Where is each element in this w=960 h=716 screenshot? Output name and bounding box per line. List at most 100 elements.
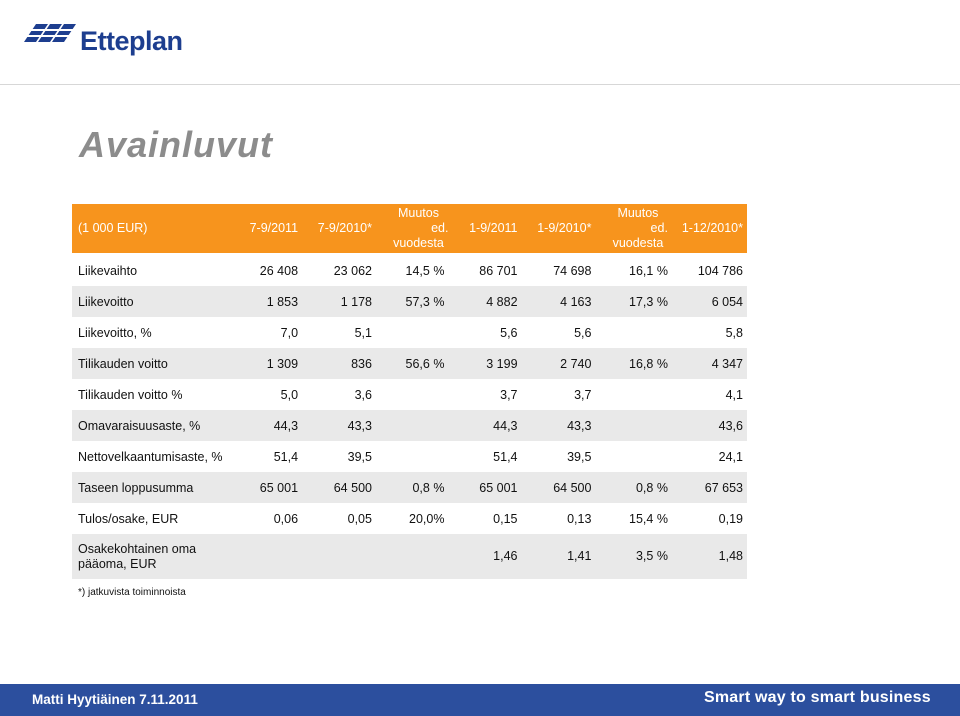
cell-value: 5,0 — [280, 387, 299, 402]
table-row: Tilikauden voitto 1 309 836 56,6 % 3 199… — [72, 348, 747, 379]
slogan: Smart way to smart business — [704, 689, 931, 706]
table-header-row: (1 000 EUR) 7-9/2011 7-9/2010* Muutos ed.… — [72, 204, 747, 253]
row-label: Omavaraisuusaste, % — [72, 410, 229, 441]
cell-value: 7,0 — [280, 325, 299, 340]
cell-value: 5,6 — [500, 325, 518, 340]
cell-value: 4,1 — [725, 387, 743, 402]
cell-value: 16,8 % — [595, 348, 672, 379]
table-row: Omavaraisuusaste, % 44,3 43,3 44,3 43,3 … — [72, 410, 747, 441]
cell-value: 43,3 — [302, 410, 376, 441]
cell-value: 44,3 — [228, 410, 303, 441]
cell-value — [595, 317, 671, 348]
header-cell-change-9m: Muutos ed. vuodesta — [595, 204, 672, 253]
cell-value — [302, 534, 376, 579]
cell-value: 1 853 — [228, 286, 303, 317]
page-title: Avainluvut — [79, 124, 274, 165]
cell-value: 1,41 — [521, 534, 596, 579]
cell-value: 4 347 — [671, 348, 747, 379]
row-label: Liikevoitto, % — [78, 325, 152, 340]
row-label: Tilikauden voitto % — [78, 387, 183, 402]
cell-value: 104 786 — [697, 263, 743, 278]
cell-value: 2 740 — [521, 348, 596, 379]
cell-value — [595, 441, 671, 472]
cell-value: 6 054 — [671, 286, 747, 317]
header-cell-9m-2010: 1-9/2010* — [521, 204, 596, 253]
cell-value: 3,7 — [574, 387, 592, 402]
cell-value: 0,06 — [273, 511, 299, 526]
footer-bar — [0, 684, 960, 716]
header-bar: Etteplan — [0, 0, 960, 85]
cell-value: 64 500 — [521, 472, 596, 503]
cell-value: 0,15 — [493, 511, 518, 526]
cell-value: 15,4 % — [629, 511, 668, 526]
etteplan-logo-icon — [24, 24, 76, 42]
key-figures-table: (1 000 EUR) 7-9/2011 7-9/2010* Muutos ed.… — [72, 204, 747, 579]
cell-value: 3,6 — [354, 387, 372, 402]
cell-value: 0,13 — [567, 511, 592, 526]
cell-value: 0,19 — [718, 511, 743, 526]
table-row: Liikevaihto 26 408 23 062 14,5 % 86 701 … — [72, 255, 747, 286]
cell-value — [595, 379, 671, 410]
cell-value: 836 — [302, 348, 376, 379]
table-row: Nettovelkaantumisaste, % 51,4 39,5 51,4 … — [72, 441, 747, 472]
cell-value: 5,8 — [725, 325, 743, 340]
cell-value: 20,0% — [409, 511, 445, 526]
row-label: Liikevoitto — [72, 286, 229, 317]
table-row: Tilikauden voitto % 5,0 3,6 3,7 3,7 4,1 — [72, 379, 747, 410]
row-label: Tulos/osake, EUR — [78, 511, 179, 526]
cell-value: 51,4 — [273, 449, 299, 464]
cell-value: 43,6 — [671, 410, 747, 441]
cell-value: 16,1 % — [629, 263, 668, 278]
cell-value: 23 062 — [333, 263, 372, 278]
header-cell-q3-2011: 7-9/2011 — [228, 204, 303, 253]
row-label: Tilikauden voitto — [72, 348, 229, 379]
cell-value: 5,1 — [354, 325, 372, 340]
cell-value: 5,6 — [574, 325, 592, 340]
table-row: Taseen loppusumma 65 001 64 500 0,8 % 65… — [72, 472, 747, 503]
cell-value — [375, 410, 449, 441]
table-row: Tulos/osake, EUR 0,06 0,05 20,0% 0,15 0,… — [72, 503, 747, 534]
header-cell-9m-2011: 1-9/2011 — [448, 204, 522, 253]
row-label: Osakekohtainen oma pääoma, EUR — [72, 534, 229, 579]
cell-value: 39,5 — [347, 449, 372, 464]
cell-value: 86 701 — [479, 263, 518, 278]
footnote: *) jatkuvista toiminnoista — [78, 587, 186, 598]
cell-value: 65 001 — [228, 472, 303, 503]
cell-value: 4 882 — [448, 286, 522, 317]
header-cell-q3-2010: 7-9/2010* — [302, 204, 376, 253]
cell-value: 64 500 — [302, 472, 376, 503]
cell-value: 1 178 — [302, 286, 376, 317]
header-cell-fy-2010: 1-12/2010* — [671, 204, 747, 253]
header-cell-change-q3: Muutos ed. vuodesta — [375, 204, 449, 253]
cell-value — [376, 379, 448, 410]
cell-value: 0,05 — [347, 511, 372, 526]
cell-value: 65 001 — [448, 472, 522, 503]
cell-value: 1,48 — [671, 534, 747, 579]
cell-value: 39,5 — [567, 449, 592, 464]
cell-value: 24,1 — [718, 449, 743, 464]
cell-value: 74 698 — [553, 263, 592, 278]
cell-value: 1,46 — [448, 534, 522, 579]
brand-name: Etteplan — [80, 26, 183, 56]
header-cell-unit: (1 000 EUR) — [72, 204, 229, 253]
cell-value: 26 408 — [259, 263, 299, 278]
cell-value: 4 163 — [521, 286, 596, 317]
cell-value — [595, 410, 672, 441]
cell-value: 3,7 — [500, 387, 518, 402]
cell-value — [376, 317, 448, 348]
cell-value: 17,3 % — [595, 286, 672, 317]
presenter-date: Matti Hyytiäinen 7.11.2011 — [32, 692, 198, 707]
cell-value: 3 199 — [448, 348, 522, 379]
row-label: Liikevaihto — [78, 263, 138, 278]
cell-value: 3,5 % — [595, 534, 672, 579]
cell-value — [376, 441, 448, 472]
cell-value: 43,3 — [521, 410, 596, 441]
cell-value: 44,3 — [448, 410, 522, 441]
table-row: Osakekohtainen oma pääoma, EUR 1,46 1,41… — [72, 534, 747, 579]
cell-value: 56,6 % — [375, 348, 449, 379]
table-row: Liikevoitto 1 853 1 178 57,3 % 4 882 4 1… — [72, 286, 747, 317]
table-row: Liikevoitto, % 7,0 5,1 5,6 5,6 5,8 — [72, 317, 747, 348]
cell-value — [375, 534, 449, 579]
cell-value: 14,5 % — [405, 263, 445, 278]
row-label: Taseen loppusumma — [72, 472, 229, 503]
